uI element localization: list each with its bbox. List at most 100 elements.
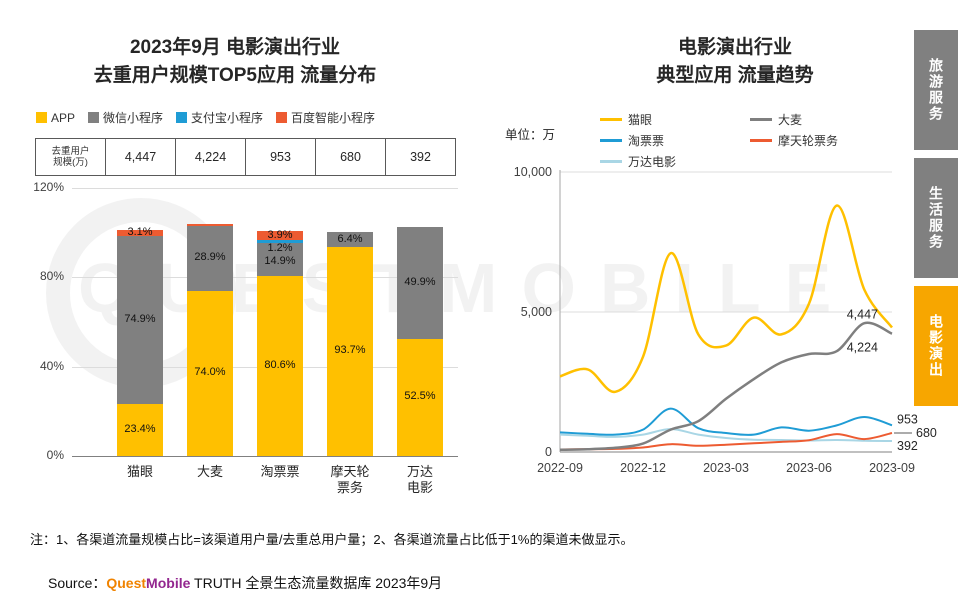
brand-quest: Quest — [106, 575, 147, 591]
legend-line-swatch — [750, 118, 772, 121]
right-chart-title-line1: 电影演出行业 — [677, 37, 792, 58]
sidebar-tab-1[interactable]: 旅游服务 — [914, 30, 958, 150]
legend-label: 猫眼 — [628, 113, 653, 127]
bar-segment-label: 49.9% — [404, 276, 436, 289]
bar-segment — [327, 246, 373, 456]
series-line — [559, 204, 894, 394]
series-line — [559, 427, 893, 442]
left-chart-title-line2: 去重用户规模TOP5应用 流量分布 — [93, 65, 377, 86]
legend-label: 微信小程序 — [103, 111, 164, 125]
sidebar-tab-3[interactable]: 电影演出 — [914, 286, 958, 406]
legend-swatch — [276, 112, 288, 123]
source-label: Source： — [48, 575, 107, 591]
gridline — [72, 456, 458, 457]
unit-label: 单位：万 — [505, 128, 556, 142]
bar-segment — [257, 231, 303, 241]
category-label: 万达 电影 — [406, 464, 433, 495]
legend-swatch — [88, 112, 100, 123]
bar-chart-legend: APP 微信小程序 支付宝小程序 百度智能小程序 — [36, 109, 375, 126]
bar-segment-label: 74.0% — [194, 366, 226, 379]
table-value-cell: 680 — [315, 138, 386, 176]
bar-segment-label: 93.7% — [334, 344, 366, 357]
legend-label: 万达电影 — [628, 155, 677, 169]
legend-label: APP — [51, 110, 76, 125]
left-chart-title: 2023年9月 电影演出行业 去重用户规模TOP5应用 流量分布 — [40, 34, 430, 90]
category-label: 猫眼 — [126, 464, 153, 479]
stacked-bar-chart: 0% 40% 80% 120% 3.1% 74.9% 23.4% 猫眼 28.9% 74.0% 大麦… — [0, 180, 480, 516]
legend-swatch — [36, 112, 47, 123]
y-axis-label: 120% — [33, 180, 64, 194]
bar-segment — [257, 240, 303, 243]
bar-segment — [117, 229, 163, 237]
x-axis-label: 2022-09 — [537, 461, 583, 475]
y-axis-label: 40% — [39, 358, 64, 373]
legend-item: 支付宝小程序 — [176, 109, 263, 126]
bar-segment — [117, 236, 163, 404]
legend-line-swatch — [600, 139, 622, 142]
bar-segment — [257, 242, 303, 276]
legend-label: 支付宝小程序 — [191, 111, 264, 125]
sidebar-tab-2[interactable]: 生活服务 — [914, 158, 958, 278]
legend-item: 猫眼 — [600, 111, 750, 128]
bar-segment-label: 23.4% — [124, 422, 156, 435]
bar-segment-label: 6.4% — [337, 232, 363, 245]
legend-line-swatch — [600, 160, 622, 163]
bar-segment — [397, 227, 443, 339]
legend-item: 万达电影 — [600, 153, 750, 170]
table-value-cell: 953 — [245, 138, 316, 176]
x-axis-label: 2023-03 — [703, 461, 749, 475]
bar-segment — [117, 403, 163, 456]
table-row-header-line1: 去重用户 — [51, 146, 90, 157]
y-axis-label: 0 — [545, 445, 552, 459]
gridline — [72, 188, 458, 189]
bar-segment-label: 74.9% — [124, 313, 156, 326]
bar-segment — [187, 226, 233, 291]
y-axis-label: 80% — [39, 269, 64, 284]
line-chart: 0 5,000 10,000 2022-09 2022-12 2023-03 2023-06… — [514, 165, 937, 475]
series-end-value: 680 — [916, 426, 937, 440]
series-line — [559, 321, 893, 452]
line-chart-legend: 猫眼 大麦淘票票 摩天轮票务万达电影 — [600, 111, 920, 170]
legend-swatch — [176, 112, 188, 123]
bar-segment — [187, 290, 233, 456]
brand-mobile: Mobile — [146, 575, 191, 591]
category-sidebar: 旅游服务生活服务电影演出 — [914, 30, 958, 414]
legend-item: 淘票票 — [600, 132, 750, 149]
x-axis-label: 2022-12 — [620, 461, 666, 475]
footnote: 注：1、各渠道流量规模占比=该渠道用户量/去重总用户量；2、各渠道流量占比低于1… — [30, 532, 634, 547]
series-end-value: 4,447 — [847, 307, 878, 321]
series-end-value: 4,224 — [847, 341, 878, 355]
series-end-value: 392 — [897, 439, 918, 453]
right-chart-title: 电影演出行业 典型应用 流量趋势 — [560, 34, 910, 90]
y-axis-label: 5,000 — [521, 305, 552, 319]
legend-item: 大麦 — [750, 111, 920, 128]
category-label: 摩天轮 票务 — [330, 464, 370, 495]
legend-item: 百度智能小程序 — [276, 109, 375, 126]
legend-item: 摩天轮票务 — [750, 132, 920, 149]
bar-segment-label: 52.5% — [404, 390, 436, 403]
y-axis-label: 10,000 — [514, 165, 552, 179]
source-line: Source：QuestMobile TRUTH 全景生态流量数据库 2023年… — [48, 573, 442, 593]
right-chart-title-line2: 典型应用 流量趋势 — [656, 65, 814, 86]
table-row-header: 去重用户 规模(万) — [35, 138, 106, 176]
legend-item: APP — [36, 111, 75, 125]
y-axis-label: 0% — [46, 448, 64, 462]
bar-segment-label: 14.9% — [264, 254, 296, 267]
series-line — [559, 407, 893, 436]
legend-line-swatch — [600, 118, 622, 121]
bar-segment — [397, 338, 443, 456]
dedup-users-table: 去重用户 规模(万) 4,447 4,224 953 680 392 — [35, 138, 456, 176]
category-label: 大麦 — [196, 464, 223, 479]
bar-segment — [327, 232, 373, 247]
series-end-value: 953 — [897, 412, 918, 426]
table-value-cell: 4,447 — [105, 138, 176, 176]
legend-label: 百度智能小程序 — [291, 111, 376, 125]
legend-label: 淘票票 — [628, 134, 665, 148]
bar-segment — [187, 223, 233, 227]
x-axis-label: 2023-06 — [786, 461, 832, 475]
left-chart-title-line1: 2023年9月 电影演出行业 — [129, 37, 341, 58]
table-row: 去重用户 规模(万) 4,447 4,224 953 680 392 — [35, 138, 456, 176]
bar-segment-label: 28.9% — [194, 251, 226, 264]
bar-segment-label: 3.1% — [127, 226, 153, 238]
